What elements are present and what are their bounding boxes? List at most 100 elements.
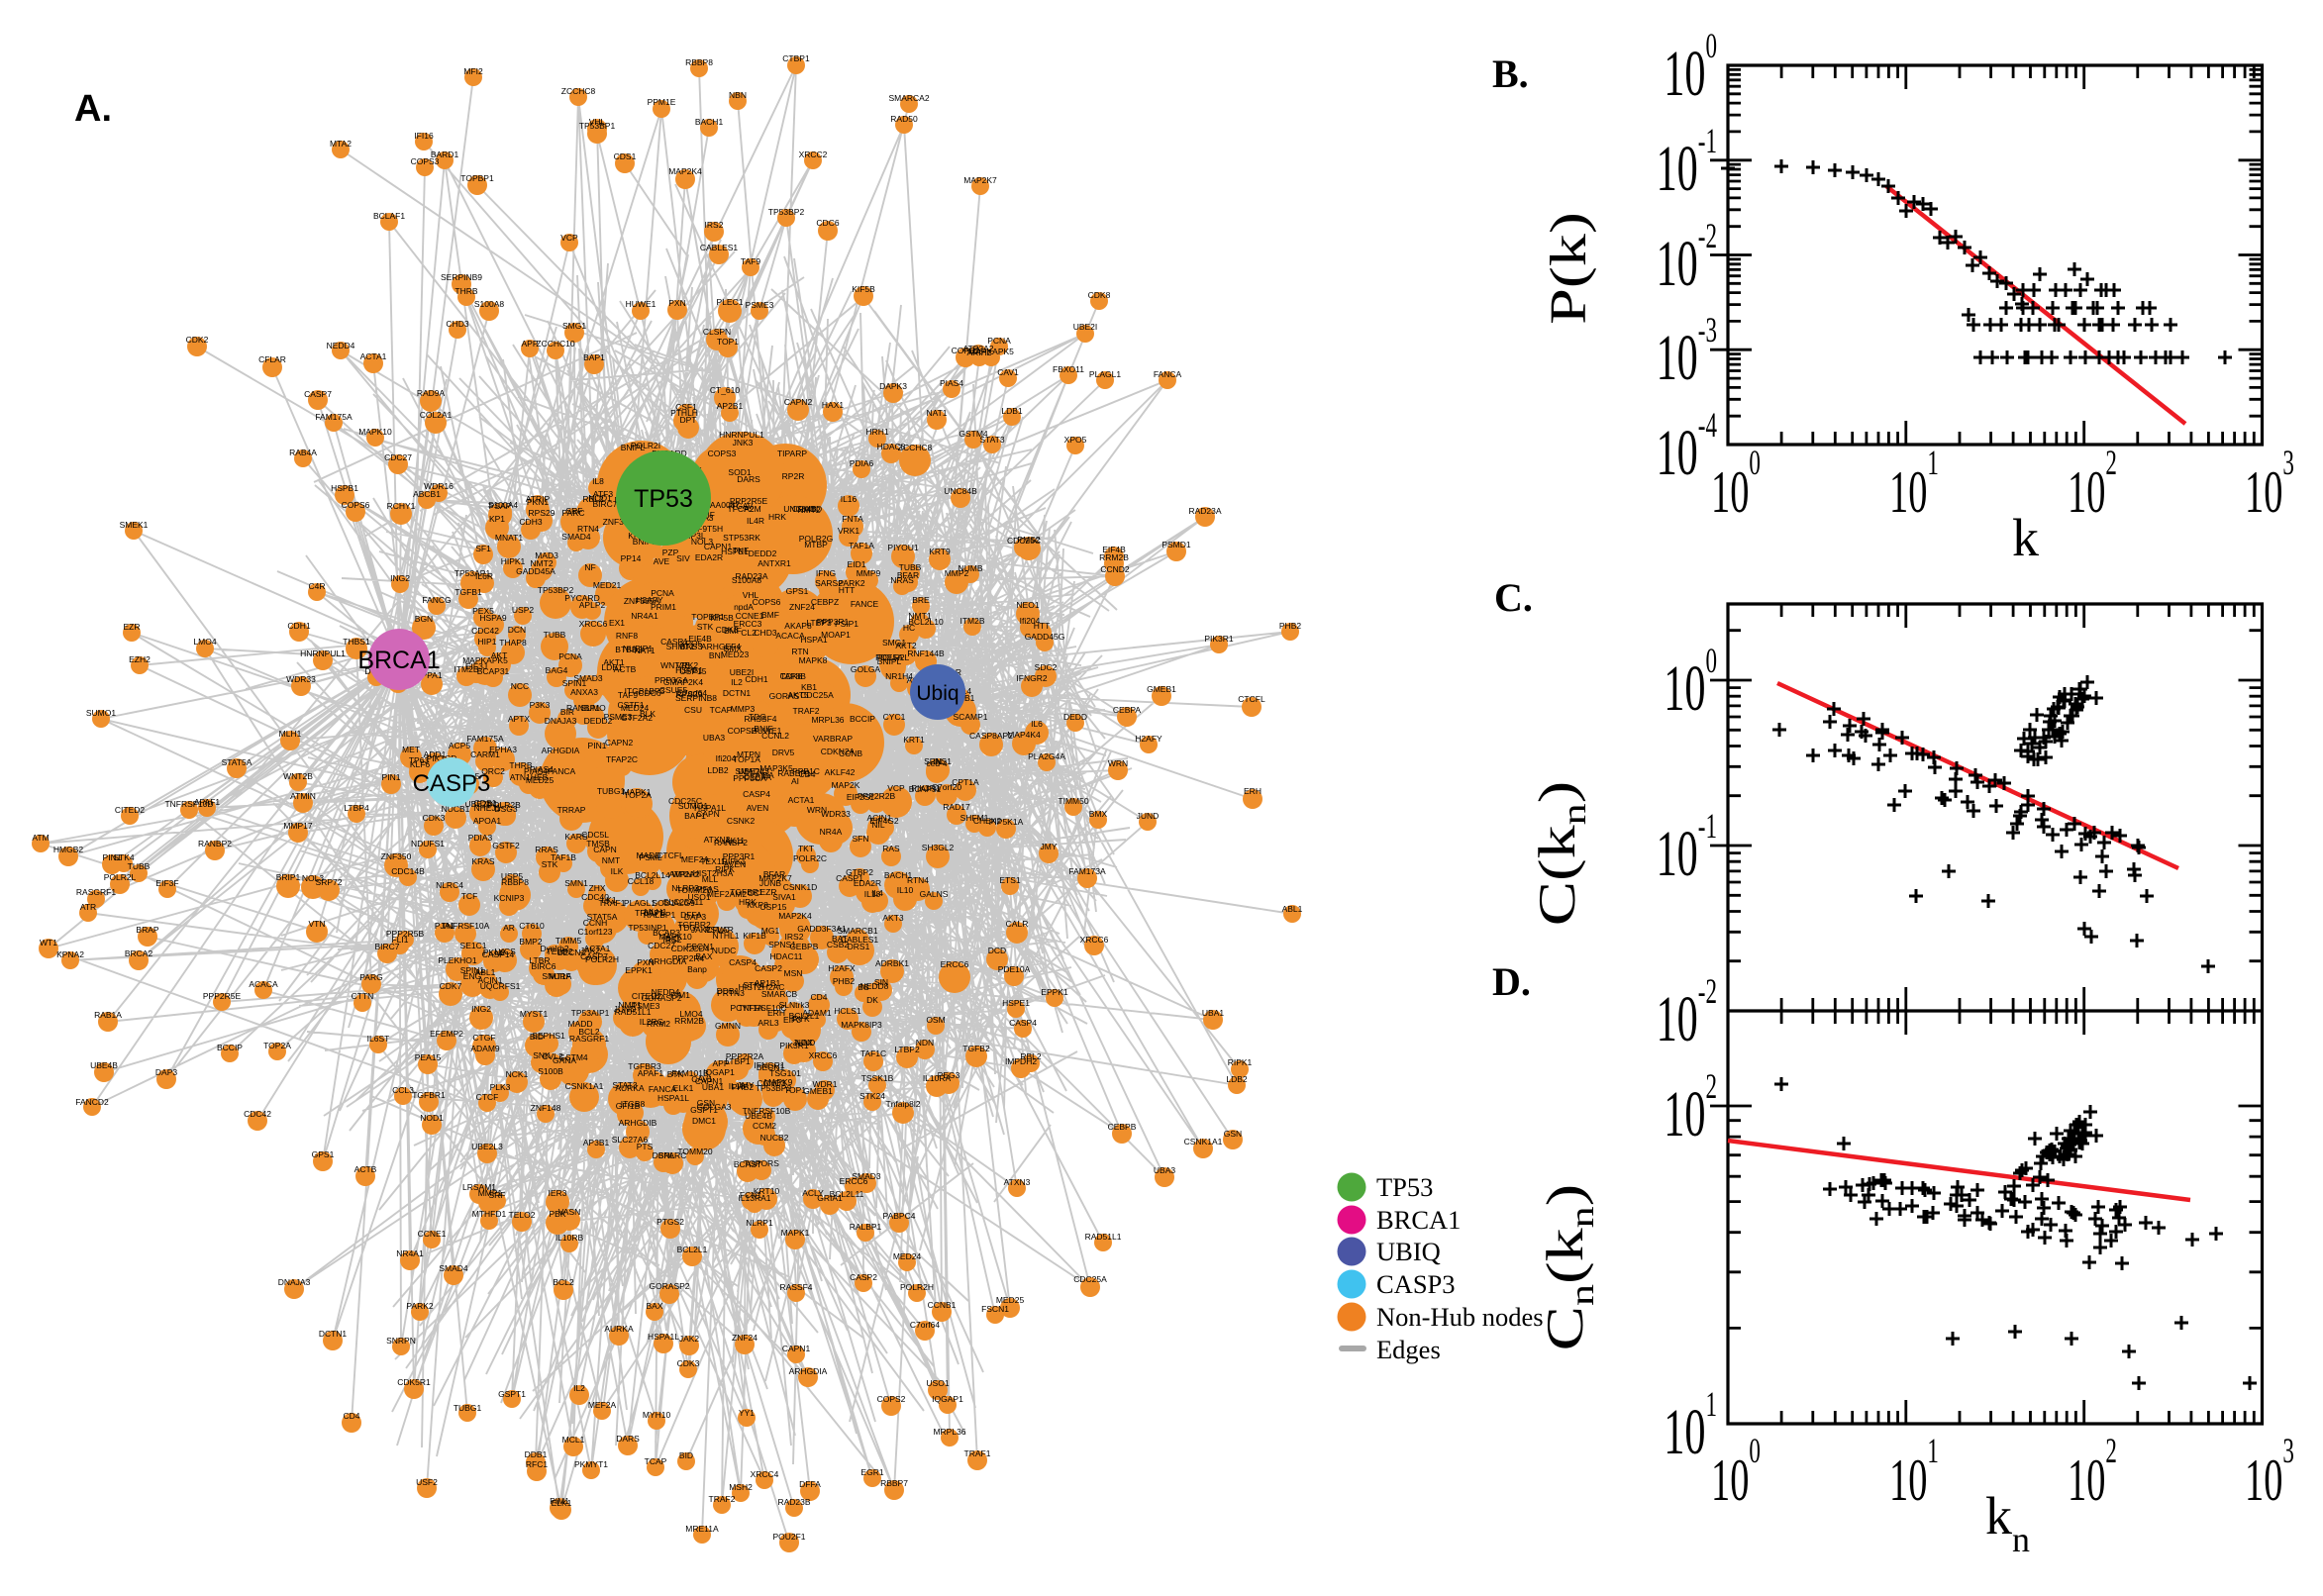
- svg-text:FAM173A: FAM173A: [1068, 866, 1106, 876]
- svg-text:TRAF1: TRAF1: [964, 1448, 991, 1458]
- svg-text:TOPORS: TOPORS: [744, 1158, 779, 1168]
- svg-text:PPP2R4: PPP2R4: [672, 953, 705, 963]
- svg-text:RTN: RTN: [791, 647, 808, 656]
- svg-text:CDC27: CDC27: [648, 941, 675, 950]
- svg-text:VCP: VCP: [560, 233, 578, 243]
- svg-text:PTHLH: PTHLH: [670, 408, 698, 418]
- svg-text:CTGF: CTGF: [472, 1033, 495, 1043]
- svg-text:FANCA: FANCA: [649, 1084, 677, 1094]
- svg-text:TMSB: TMSB: [586, 839, 610, 848]
- svg-text:JNK3: JNK3: [733, 438, 754, 448]
- svg-text:TAF1C: TAF1C: [860, 1048, 886, 1058]
- svg-text:RAD9A: RAD9A: [417, 388, 446, 398]
- svg-text:PDIA3: PDIA3: [468, 833, 493, 843]
- svg-text:CDK8: CDK8: [1088, 290, 1111, 300]
- svg-text:DAP3: DAP3: [155, 1067, 177, 1077]
- svg-text:SERPINB9: SERPINB9: [441, 272, 482, 282]
- svg-text:HIPK1: HIPK1: [501, 556, 526, 566]
- svg-text:SLC27A6: SLC27A6: [612, 1135, 649, 1145]
- svg-text:TOMM20: TOMM20: [677, 1147, 713, 1156]
- svg-text:STAT3: STAT3: [612, 1080, 637, 1090]
- svg-text:DSG3: DSG3: [494, 804, 517, 814]
- svg-text:ZNF148: ZNF148: [531, 1103, 561, 1113]
- svg-text:SRF: SRF: [489, 1190, 506, 1200]
- svg-text:SMARCB: SMARCB: [761, 989, 798, 999]
- svg-text:PCYT1A: PCYT1A: [730, 1003, 762, 1013]
- svg-text:NR1H4: NR1H4: [885, 671, 913, 681]
- svg-text:RALBP1: RALBP1: [850, 1222, 882, 1232]
- svg-text:HSPB1: HSPB1: [675, 665, 703, 675]
- svg-text:CDK8: CDK8: [780, 671, 803, 681]
- svg-text:P3K3: P3K3: [530, 700, 551, 710]
- svg-text:GPS1: GPS1: [312, 1149, 335, 1159]
- svg-text:HTT: HTT: [839, 585, 856, 595]
- svg-text:CAPN2: CAPN2: [605, 738, 634, 748]
- svg-text:MAP2K4: MAP2K4: [778, 911, 812, 921]
- svg-text:BRIP1: BRIP1: [276, 872, 301, 882]
- svg-text:IL4: IL4: [871, 888, 883, 898]
- svg-text:BGN: BGN: [415, 614, 433, 624]
- svg-text:GORAS: GORAS: [769, 691, 800, 701]
- svg-text:TOP1: TOP1: [717, 337, 739, 347]
- svg-text:100: 100: [1664, 641, 1717, 724]
- svg-text:BAX: BAX: [646, 1301, 662, 1311]
- svg-text:ERCC3: ERCC3: [734, 619, 762, 629]
- svg-text:NR4A: NR4A: [820, 827, 843, 837]
- svg-text:VHL: VHL: [589, 117, 606, 127]
- svg-text:FSCN1: FSCN1: [981, 1304, 1009, 1314]
- svg-text:STP53RK: STP53RK: [723, 533, 760, 543]
- svg-text:PARK2: PARK2: [838, 578, 865, 588]
- svg-text:XRCC6: XRCC6: [809, 1050, 838, 1060]
- svg-text:RASSF4: RASSF4: [744, 714, 776, 724]
- svg-text:BIRC7: BIRC7: [592, 499, 617, 509]
- svg-text:LTBP1: LTBP1: [725, 1056, 751, 1066]
- svg-text:GTF2A2: GTF2A2: [621, 713, 653, 723]
- svg-text:AURKA: AURKA: [615, 1083, 645, 1093]
- svg-text:ANTXR1: ANTXR1: [758, 558, 791, 568]
- svg-text:FANCE: FANCE: [851, 599, 879, 609]
- svg-text:CDKN2A: CDKN2A: [821, 747, 856, 756]
- svg-text:BCL2L1: BCL2L1: [789, 1011, 820, 1021]
- svg-text:CDC25A: CDC25A: [800, 690, 834, 700]
- svg-text:SPIN1: SPIN1: [460, 965, 485, 975]
- svg-text:IL10: IL10: [897, 885, 914, 895]
- svg-text:SRF: SRF: [566, 506, 583, 516]
- svg-text:HTT: HTT: [1034, 621, 1051, 631]
- svg-text:SNK: SNK: [533, 1050, 551, 1060]
- svg-text:NUCB2: NUCB2: [760, 1133, 789, 1143]
- svg-text:CCNH: CCNH: [583, 918, 608, 928]
- svg-text:EZH2: EZH2: [129, 654, 151, 664]
- svg-text:SUMO1: SUMO1: [678, 801, 709, 811]
- svg-text:ERCC6: ERCC6: [840, 1176, 868, 1186]
- svg-text:EIF4G2: EIF4G2: [869, 816, 899, 826]
- svg-text:FAM175A: FAM175A: [315, 412, 353, 422]
- svg-text:BRCA2: BRCA2: [125, 948, 153, 958]
- svg-text:CCNE1: CCNE1: [736, 611, 764, 621]
- svg-text:IQGAP1: IQGAP1: [932, 1394, 963, 1404]
- svg-text:HSPB1: HSPB1: [331, 483, 358, 493]
- svg-text:USP15: USP15: [680, 666, 707, 676]
- svg-text:CDK3: CDK3: [677, 1358, 700, 1368]
- svg-text:CVL2: CVL2: [542, 1051, 563, 1061]
- svg-text:H2AFX: H2AFX: [828, 963, 856, 973]
- svg-text:MET: MET: [402, 745, 420, 754]
- svg-text:BID: BID: [530, 1032, 544, 1042]
- svg-text:CAPN: CAPN: [593, 845, 617, 854]
- svg-text:STK: STK: [697, 622, 714, 632]
- svg-text:AK11: AK11: [725, 836, 745, 846]
- svg-text:BCLAF1: BCLAF1: [373, 211, 405, 221]
- svg-text:ACP5: ACP5: [449, 741, 470, 750]
- svg-text:IFNGR2: IFNGR2: [1016, 673, 1047, 683]
- svg-text:WRN: WRN: [672, 869, 692, 879]
- svg-text:CDC42: CDC42: [244, 1109, 271, 1119]
- svg-text:DNAJA3: DNAJA3: [278, 1277, 311, 1287]
- svg-text:PIM1: PIM1: [550, 1496, 569, 1506]
- svg-text:NRAS: NRAS: [890, 575, 914, 585]
- svg-text:EPPK1: EPPK1: [1041, 987, 1068, 997]
- svg-text:LTBP4: LTBP4: [344, 803, 369, 813]
- svg-text:ACTA1: ACTA1: [788, 795, 815, 805]
- svg-text:BCCIP: BCCIP: [850, 714, 875, 724]
- svg-text:PKN2: PKN2: [483, 948, 505, 957]
- svg-text:IL2RG: IL2RG: [640, 1017, 664, 1027]
- svg-text:LTBR: LTBR: [529, 955, 550, 965]
